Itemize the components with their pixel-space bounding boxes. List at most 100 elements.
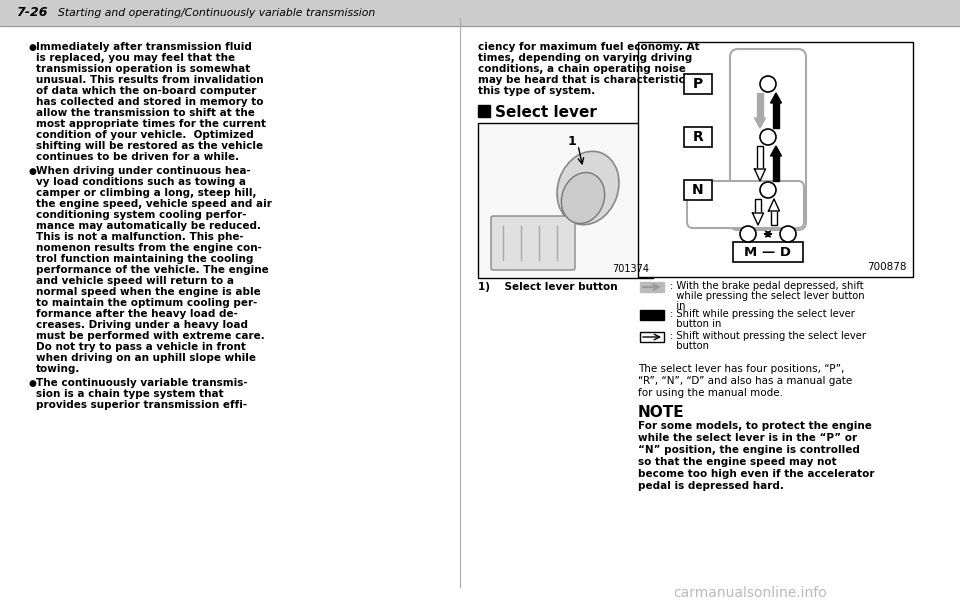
Text: M — D: M — D xyxy=(745,246,791,258)
Bar xyxy=(684,74,712,94)
Text: pedal is depressed hard.: pedal is depressed hard. xyxy=(638,481,784,491)
Text: transmission operation is somewhat: transmission operation is somewhat xyxy=(36,64,251,74)
Polygon shape xyxy=(755,118,765,128)
Text: normal speed when the engine is able: normal speed when the engine is able xyxy=(36,287,261,297)
Text: for using the manual mode.: for using the manual mode. xyxy=(638,388,783,398)
FancyBboxPatch shape xyxy=(687,181,804,228)
Bar xyxy=(773,101,779,128)
Bar xyxy=(755,199,761,215)
Text: “R”, “N”, “D” and also has a manual gate: “R”, “N”, “D” and also has a manual gate xyxy=(638,376,852,386)
Text: condition of your vehicle.  Optimized: condition of your vehicle. Optimized xyxy=(36,130,253,140)
Text: while pressing the select lever button: while pressing the select lever button xyxy=(670,291,865,301)
Text: 7-26: 7-26 xyxy=(16,7,47,20)
Text: of data which the on-board computer: of data which the on-board computer xyxy=(36,86,256,96)
Text: so that the engine speed may not: so that the engine speed may not xyxy=(638,457,836,467)
Circle shape xyxy=(760,76,776,92)
Text: shifting will be restored as the vehicle: shifting will be restored as the vehicle xyxy=(36,141,263,151)
Circle shape xyxy=(760,182,776,198)
Text: mance may automatically be reduced.: mance may automatically be reduced. xyxy=(36,221,261,231)
Text: in: in xyxy=(670,301,685,311)
Bar xyxy=(640,310,664,320)
Text: Select lever: Select lever xyxy=(495,105,597,120)
Text: Do not try to pass a vehicle in front: Do not try to pass a vehicle in front xyxy=(36,342,246,352)
Text: : With the brake pedal depressed, shift: : With the brake pedal depressed, shift xyxy=(670,281,864,291)
Text: this type of system.: this type of system. xyxy=(478,86,595,96)
Bar xyxy=(640,282,664,292)
Text: sion is a chain type system that: sion is a chain type system that xyxy=(36,389,224,399)
Text: When driving under continuous hea-: When driving under continuous hea- xyxy=(36,166,251,176)
Text: while the select lever is in the “P” or: while the select lever is in the “P” or xyxy=(638,433,857,443)
Text: NOTE: NOTE xyxy=(638,405,684,420)
Text: trol function maintaining the cooling: trol function maintaining the cooling xyxy=(36,254,253,264)
Text: provides superior transmission effi-: provides superior transmission effi- xyxy=(36,400,247,410)
Text: to maintain the optimum cooling per-: to maintain the optimum cooling per- xyxy=(36,298,257,308)
Bar xyxy=(773,154,779,181)
Polygon shape xyxy=(771,146,781,156)
Text: “N” position, the engine is controlled: “N” position, the engine is controlled xyxy=(638,445,860,455)
Polygon shape xyxy=(755,169,765,181)
Text: camper or climbing a long, steep hill,: camper or climbing a long, steep hill, xyxy=(36,188,256,198)
Text: performance of the vehicle. The engine: performance of the vehicle. The engine xyxy=(36,265,269,275)
Text: when driving on an uphill slope while: when driving on an uphill slope while xyxy=(36,353,256,363)
Text: allow the transmission to shift at the: allow the transmission to shift at the xyxy=(36,108,254,118)
Text: must be performed with extreme care.: must be performed with extreme care. xyxy=(36,331,265,341)
Text: conditions, a chain operating noise: conditions, a chain operating noise xyxy=(478,64,685,74)
Bar xyxy=(640,332,664,342)
Text: times, depending on varying driving: times, depending on varying driving xyxy=(478,53,692,63)
Text: conditioning system cooling perfor-: conditioning system cooling perfor- xyxy=(36,210,247,220)
Text: most appropriate times for the current: most appropriate times for the current xyxy=(36,119,266,129)
Text: ●: ● xyxy=(28,167,36,176)
Text: : Shift while pressing the select lever: : Shift while pressing the select lever xyxy=(670,309,854,319)
Text: and vehicle speed will return to a: and vehicle speed will return to a xyxy=(36,276,234,286)
Text: the engine speed, vehicle speed and air: the engine speed, vehicle speed and air xyxy=(36,199,272,209)
Text: creases. Driving under a heavy load: creases. Driving under a heavy load xyxy=(36,320,248,330)
Text: unusual. This results from invalidation: unusual. This results from invalidation xyxy=(36,75,264,85)
Bar xyxy=(478,123,653,278)
Text: has collected and stored in memory to: has collected and stored in memory to xyxy=(36,97,263,107)
Bar xyxy=(478,105,490,117)
Text: ciency for maximum fuel economy. At: ciency for maximum fuel economy. At xyxy=(478,42,700,52)
Text: N: N xyxy=(692,183,704,197)
Text: 1)    Select lever button: 1) Select lever button xyxy=(478,282,617,292)
Polygon shape xyxy=(771,93,781,103)
Polygon shape xyxy=(753,213,763,225)
Text: : Shift without pressing the select lever: : Shift without pressing the select leve… xyxy=(670,331,866,341)
Text: continues to be driven for a while.: continues to be driven for a while. xyxy=(36,152,239,162)
Text: The continuously variable transmis-: The continuously variable transmis- xyxy=(36,378,248,388)
Bar xyxy=(757,93,763,120)
FancyBboxPatch shape xyxy=(491,216,575,270)
Text: 1: 1 xyxy=(568,135,577,148)
Bar xyxy=(0,0,960,26)
Text: carmanualsonline.info: carmanualsonline.info xyxy=(673,586,827,600)
Text: This is not a malfunction. This phe-: This is not a malfunction. This phe- xyxy=(36,232,244,242)
Text: ●: ● xyxy=(28,379,36,388)
Text: The select lever has four positions, “P”,: The select lever has four positions, “P”… xyxy=(638,364,845,374)
Text: button: button xyxy=(670,341,709,351)
Circle shape xyxy=(740,226,756,242)
Circle shape xyxy=(760,129,776,145)
Bar xyxy=(757,146,763,171)
Text: P: P xyxy=(693,77,703,91)
Text: towing.: towing. xyxy=(36,364,81,374)
Bar xyxy=(638,42,913,277)
Circle shape xyxy=(780,226,796,242)
Bar xyxy=(684,180,712,200)
FancyBboxPatch shape xyxy=(730,49,806,230)
Text: button in: button in xyxy=(670,319,721,329)
Text: may be heard that is characteristic of: may be heard that is characteristic of xyxy=(478,75,700,85)
Text: Immediately after transmission fluid: Immediately after transmission fluid xyxy=(36,42,252,52)
Text: ●: ● xyxy=(28,43,36,52)
Text: Starting and operating/Continuously variable transmission: Starting and operating/Continuously vari… xyxy=(58,8,375,18)
Text: nomenon results from the engine con-: nomenon results from the engine con- xyxy=(36,243,262,253)
Bar xyxy=(684,127,712,147)
Text: become too high even if the accelerator: become too high even if the accelerator xyxy=(638,469,875,479)
Text: R: R xyxy=(692,130,704,144)
Bar xyxy=(771,209,777,225)
Text: 700878: 700878 xyxy=(868,262,907,272)
Ellipse shape xyxy=(557,152,619,225)
Text: vy load conditions such as towing a: vy load conditions such as towing a xyxy=(36,177,246,187)
Text: is replaced, you may feel that the: is replaced, you may feel that the xyxy=(36,53,235,63)
Text: For some models, to protect the engine: For some models, to protect the engine xyxy=(638,421,872,431)
Text: 701374: 701374 xyxy=(612,264,649,274)
Polygon shape xyxy=(769,199,780,211)
